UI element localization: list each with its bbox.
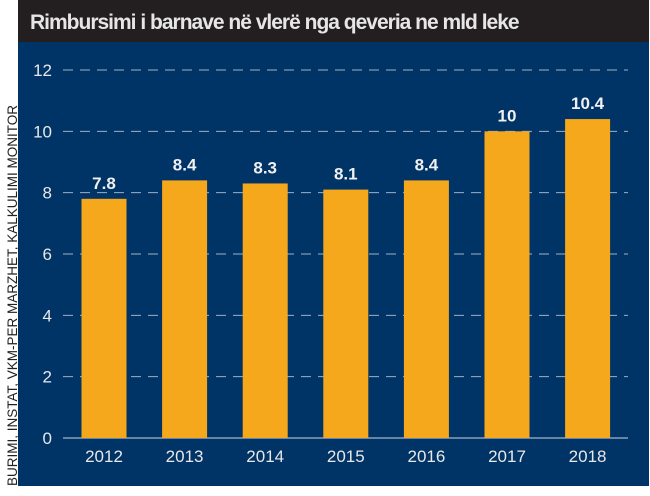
bar-2017 (484, 131, 530, 439)
value-label: 8.4 (415, 155, 439, 174)
y-tick-label: 6 (43, 245, 52, 264)
y-tick-label: 2 (43, 368, 52, 387)
x-tick-label: 2013 (166, 447, 204, 466)
x-tick-label: 2017 (488, 447, 526, 466)
value-label: 8.4 (173, 155, 197, 174)
value-label: 10 (498, 106, 517, 125)
bar-2014 (242, 183, 288, 438)
y-tick-label: 10 (33, 122, 52, 141)
title-bar (18, 0, 649, 42)
bar-2013 (162, 180, 208, 438)
value-label: 10.4 (571, 94, 605, 113)
x-tick-label: 2014 (246, 447, 284, 466)
x-tick-label: 2012 (85, 447, 123, 466)
bar-2016 (403, 180, 449, 438)
y-tick-label: 12 (33, 61, 52, 80)
x-tick-label: 2016 (407, 447, 445, 466)
bar-2015 (323, 189, 369, 438)
chart-title: Rimbursimi i barnave në vlerë nga qeveri… (30, 11, 519, 34)
x-tick-label: 2015 (327, 447, 365, 466)
x-tick-label: 2018 (569, 447, 607, 466)
source-note: BURIMI, INSTAT, VKM-PER MARZHET, KALKULI… (5, 105, 20, 486)
y-tick-label: 4 (43, 306, 52, 325)
bar-2018 (565, 119, 611, 439)
y-tick-label: 8 (43, 184, 52, 203)
y-tick-label: 0 (43, 429, 52, 448)
value-label: 8.1 (334, 165, 358, 184)
bar-2012 (81, 198, 127, 438)
value-label: 8.3 (253, 158, 277, 177)
value-label: 7.8 (92, 174, 116, 193)
